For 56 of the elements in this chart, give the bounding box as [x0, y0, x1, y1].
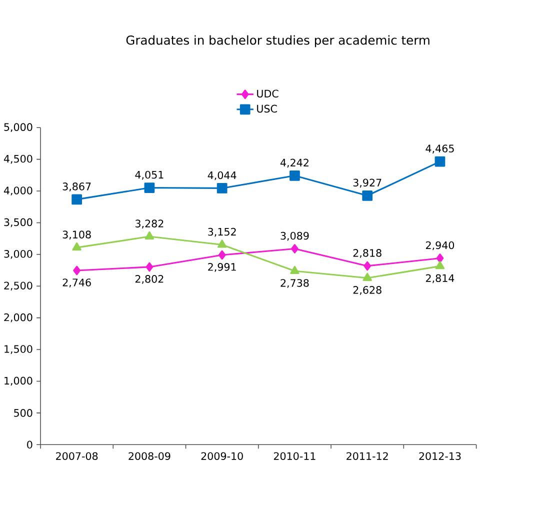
legend-label: USC [257, 104, 277, 112]
point [362, 272, 372, 281]
point [146, 262, 154, 272]
point [290, 266, 300, 274]
point [144, 182, 155, 193]
point [217, 239, 227, 248]
point [434, 156, 446, 167]
point [144, 231, 154, 240]
point [73, 266, 81, 276]
y-tick-label: 2,500 [4, 282, 32, 290]
data-label: 2,991 [208, 262, 236, 272]
x-tick-label: 2012-13 [419, 452, 461, 460]
data-label: 4,242 [280, 158, 308, 168]
y-tick-label: 1,500 [4, 344, 32, 354]
data-label: 4,051 [135, 170, 164, 180]
data-label: 2,814 [426, 274, 454, 283]
point [290, 170, 300, 181]
y-tick-label: 4,500 [4, 154, 32, 164]
data-label: 3,927 [353, 178, 382, 188]
data-label: 3,867 [62, 182, 91, 192]
x-tick-label: 2011-12 [346, 452, 388, 460]
legend-label: UDC [257, 90, 278, 98]
data-label: 4,465 [426, 144, 454, 154]
data-label: 4,044 [208, 171, 236, 180]
x-tick-label: 2009-10 [201, 452, 243, 460]
data-label: 2,628 [353, 286, 382, 295]
point [364, 261, 372, 271]
point [72, 242, 82, 250]
x-tick-label: 2007-08 [56, 452, 98, 460]
data-label: 3,152 [208, 228, 236, 237]
y-tick-label: 2,000 [4, 313, 32, 322]
x-tick-label: 2008-09 [128, 452, 170, 460]
x-tick-label: 2010-11 [274, 452, 316, 460]
y-tick-label: 3,500 [4, 218, 32, 228]
data-label: 2,802 [135, 274, 164, 284]
data-label: 2,818 [353, 248, 382, 258]
point [218, 250, 226, 260]
point [72, 194, 82, 205]
point [435, 260, 445, 270]
y-tick-label: 0 [27, 440, 32, 448]
point [291, 244, 298, 254]
data-label: 3,089 [280, 232, 309, 241]
data-label: 2,940 [426, 241, 454, 250]
data-label: 2,738 [280, 278, 309, 288]
point [362, 190, 373, 201]
y-tick-label: 5,000 [4, 123, 32, 132]
y-tick-label: 4,000 [4, 186, 32, 196]
y-tick-label: 500 [14, 408, 32, 417]
y-tick-label: 1,000 [4, 376, 32, 386]
data-label: 3,282 [135, 220, 164, 228]
y-tick-label: 3,000 [4, 250, 32, 259]
data-label: 3,108 [62, 230, 91, 240]
chart-title: Graduates in bachelor studies per academic term [126, 35, 430, 48]
point [216, 182, 228, 194]
data-label: 2,746 [62, 278, 91, 288]
point [436, 253, 444, 263]
